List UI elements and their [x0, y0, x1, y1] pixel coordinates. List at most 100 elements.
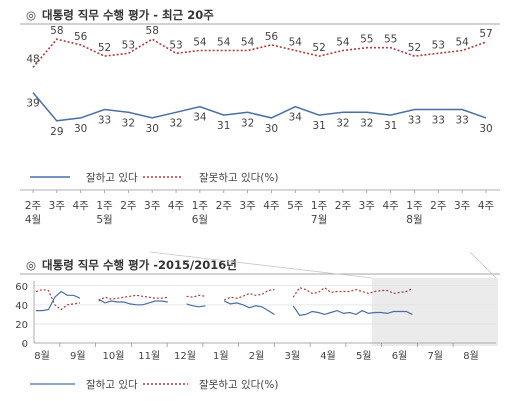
- series-segment-1-2: [186, 294, 206, 298]
- series-segment-0-1: [98, 298, 168, 306]
- data-label: 30: [146, 123, 159, 135]
- data-label: 32: [122, 117, 135, 129]
- data-label: 33: [455, 115, 468, 127]
- data-label: 54: [241, 36, 255, 48]
- x-tick-label-week: 2주: [335, 200, 352, 212]
- x-tick-label-week: 1주: [96, 200, 113, 212]
- data-label: 54: [336, 36, 350, 48]
- x-tick-label-week: 5주: [287, 200, 304, 212]
- chart-title-recent-text: 대통령 직무 수행 평가 - 최근 20주: [42, 8, 214, 22]
- series-segment-0-3: [223, 300, 275, 315]
- y-tick-label: 40: [15, 301, 28, 312]
- month-label: 6월: [392, 350, 408, 362]
- x-tick-label-week: 2주: [430, 200, 447, 212]
- data-label: 53: [169, 39, 182, 51]
- x-tick-label-week: 4주: [73, 200, 90, 212]
- title-bullet-icon: ◎: [26, 258, 37, 272]
- legend-label-disapprove: 잘못하고 있다(%): [199, 378, 278, 391]
- series-segment-0-2: [186, 303, 206, 308]
- data-label: 54: [289, 36, 303, 48]
- data-label: 33: [432, 115, 445, 127]
- x-tick-label-month: 4월: [25, 214, 41, 226]
- x-tick-label-week: 3주: [359, 200, 376, 212]
- data-label: 31: [217, 120, 230, 132]
- data-label: 48: [26, 53, 39, 65]
- data-label: 57: [479, 28, 492, 40]
- data-label: 55: [384, 34, 397, 46]
- zoom-connector-left: [149, 251, 372, 279]
- data-label: 32: [169, 117, 182, 129]
- data-label: 31: [384, 120, 397, 132]
- y-tick-label: 0: [22, 339, 28, 350]
- data-label: 58: [146, 25, 159, 37]
- data-label: 33: [408, 115, 421, 127]
- data-label: 53: [122, 39, 135, 51]
- chart-title-recent: ◎ 대통령 직무 수행 평가 - 최근 20주: [26, 7, 214, 23]
- data-label: 34: [289, 112, 303, 124]
- legend-label-approve: 잘하고 있다: [86, 378, 138, 391]
- data-label: 34: [193, 112, 207, 124]
- chart-recent-20-weeks: 39 29 30 33 32 30 32 34 31 32 30 34 31 32 32 31 33 33 33 30…: [20, 23, 500, 226]
- x-tick-label-week: 3주: [454, 200, 471, 212]
- x-tick-label-week: 1주: [406, 200, 423, 212]
- series-segment-1-1: [98, 294, 168, 302]
- x-tick-label-month: 8월: [406, 214, 422, 226]
- data-label: 56: [265, 31, 279, 43]
- data-label: 30: [265, 123, 278, 135]
- x-tick-label-week: 3주: [144, 200, 161, 212]
- x-tick-label-month: 7월: [311, 214, 327, 226]
- series-segment-1-3: [223, 289, 275, 301]
- month-label: 2월: [249, 350, 265, 362]
- x-tick-label-week: 1주: [192, 200, 209, 212]
- data-label: 54: [455, 36, 469, 48]
- series-segment-0-0: [36, 290, 81, 312]
- month-label: 1월: [213, 350, 229, 362]
- zoom-connector-right: [469, 251, 497, 279]
- month-label: 9월: [70, 350, 86, 362]
- data-label: 52: [98, 42, 111, 54]
- data-label: 53: [432, 39, 445, 51]
- x-tick-label-month: 5월: [96, 214, 112, 226]
- month-label: 5월: [356, 350, 372, 362]
- legend-label-approve: 잘하고 있다: [86, 171, 138, 184]
- x-tick-label-week: 4주: [263, 200, 280, 212]
- x-tick-label-week: 4주: [478, 200, 495, 212]
- x-tick-label-week: 2주: [216, 200, 233, 212]
- data-label: 54: [217, 36, 231, 48]
- month-label: 8월: [34, 350, 50, 362]
- x-tick-label-week: 3주: [49, 200, 66, 212]
- series-segment-0-4: [292, 305, 413, 316]
- title-bullet-icon: ◎: [26, 8, 37, 22]
- data-label: 32: [336, 117, 349, 129]
- x-tick-label-week: 3주: [239, 200, 256, 212]
- x-tick-label-week: 1주: [311, 200, 328, 212]
- month-label: 11월: [138, 350, 160, 362]
- series-segment-1-0: [35, 288, 80, 311]
- data-label: 31: [312, 120, 325, 132]
- data-label: 54: [193, 36, 207, 48]
- data-label: 29: [50, 126, 63, 138]
- month-label: 3월: [284, 350, 300, 362]
- data-label: 30: [74, 123, 87, 135]
- data-label: 39: [26, 98, 39, 110]
- data-label: 52: [312, 42, 325, 54]
- month-label: 12월: [174, 350, 196, 362]
- data-label: 32: [241, 117, 254, 129]
- data-label: 33: [98, 115, 111, 127]
- series-segment-1-4: [292, 286, 413, 298]
- chart-title-history-text: 대통령 직무 수행 평가 -2015/2016년: [42, 258, 237, 272]
- y-tick-label: 20: [15, 320, 28, 331]
- x-tick-label-month: 6월: [192, 214, 208, 226]
- data-label: 58: [50, 25, 63, 37]
- month-label: 4월: [320, 350, 336, 362]
- chart-title-history: ◎ 대통령 직무 수행 평가 -2015/2016년: [26, 257, 237, 273]
- data-label: 30: [479, 123, 492, 135]
- x-tick-label-week: 4주: [168, 200, 185, 212]
- legend-label-disapprove: 잘못하고 있다(%): [199, 171, 278, 184]
- x-tick-label-week: 2주: [120, 200, 137, 212]
- month-label: 10월: [103, 350, 125, 362]
- month-label: 8월: [463, 350, 479, 362]
- y-tick-label: 60: [15, 282, 28, 293]
